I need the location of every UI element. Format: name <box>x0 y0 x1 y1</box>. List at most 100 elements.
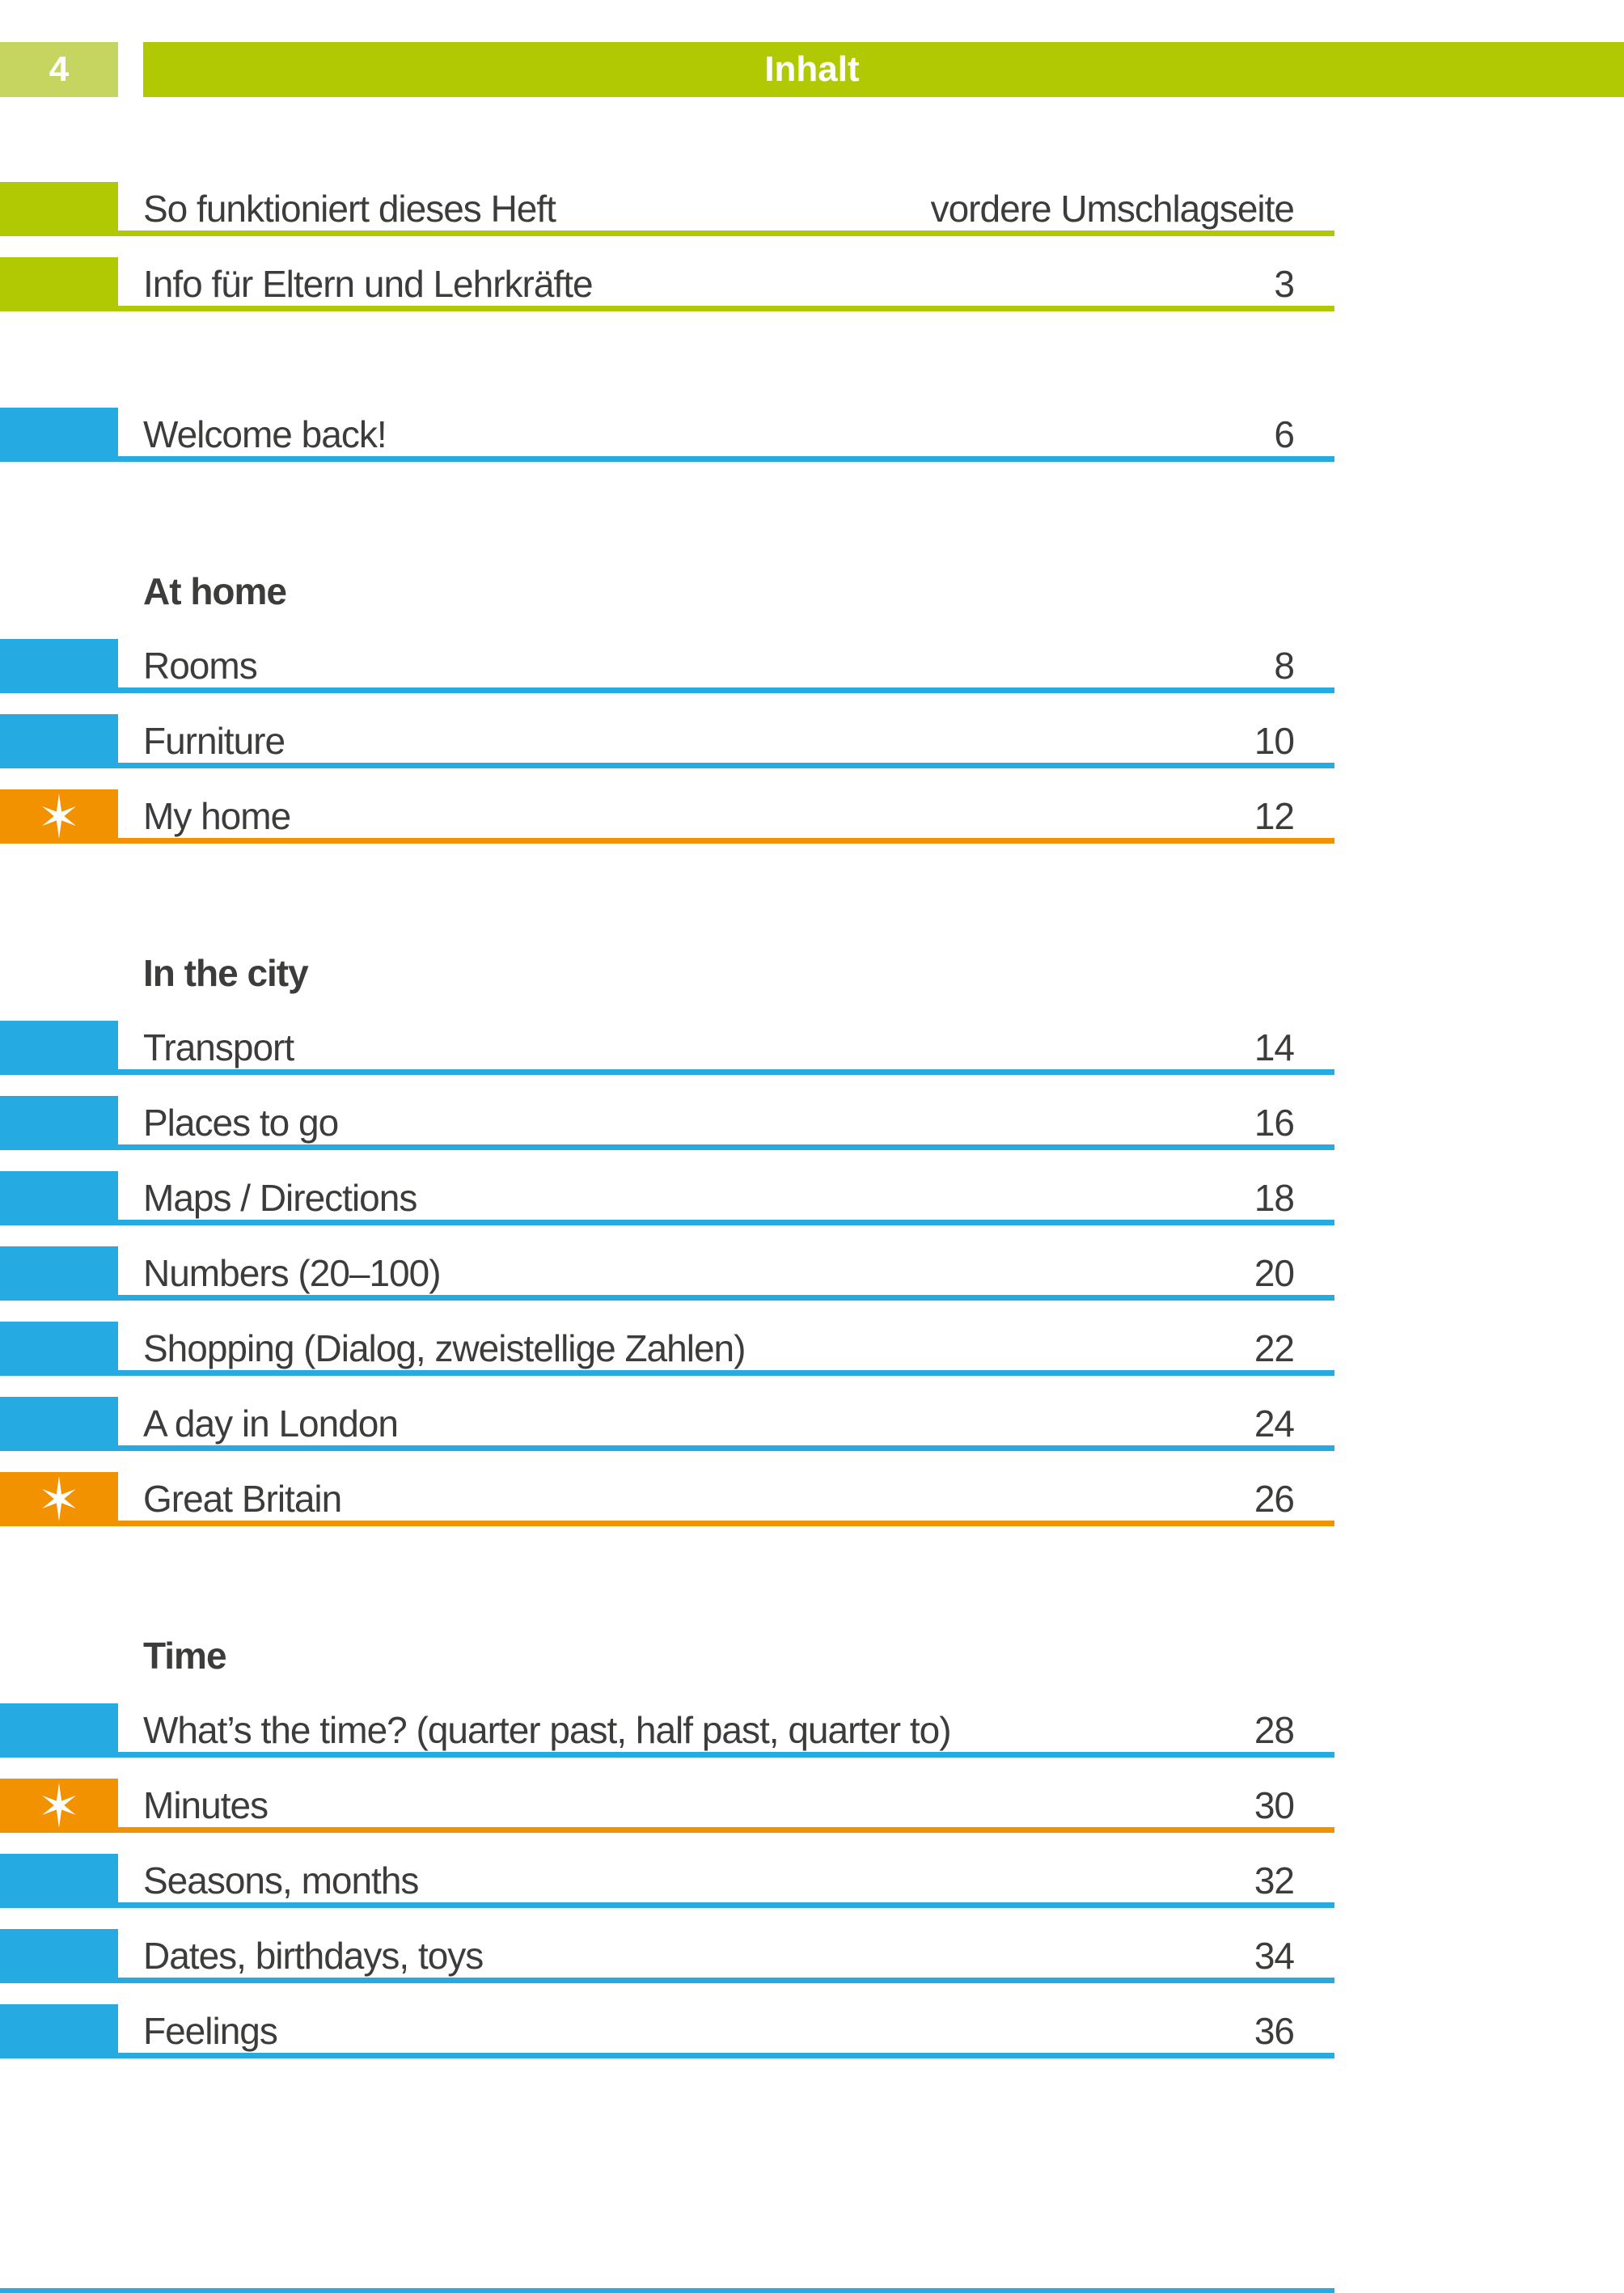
entry-rule <box>0 1069 1334 1075</box>
entry-label: Minutes <box>143 1784 269 1826</box>
entry-content: Numbers (20–100) 20 <box>143 1246 1295 1300</box>
entry-content: Shopping (Dialog, zweistellige Zahlen) 2… <box>143 1322 1295 1375</box>
toc-entry: My home 12 <box>0 789 1624 846</box>
star-icon <box>42 1476 76 1521</box>
entry-page-number: 18 <box>1254 1177 1295 1219</box>
entry-page-number: 32 <box>1254 1859 1295 1902</box>
entry-content: Maps / Directions 18 <box>143 1171 1295 1225</box>
entry-page-number: 6 <box>1274 413 1295 455</box>
entry-page-number: 26 <box>1254 1478 1295 1520</box>
entry-color-tab <box>0 639 118 692</box>
entry-page-number: 36 <box>1254 2010 1295 2052</box>
toc-entry: Rooms 8 <box>0 639 1624 696</box>
entry-page-number: vordere Umschlagseite <box>930 188 1295 230</box>
entry-page-number: 10 <box>1254 720 1295 762</box>
entry-content: Transport 14 <box>143 1021 1295 1074</box>
entry-color-tab <box>0 408 118 461</box>
entry-rule <box>0 1370 1334 1376</box>
entry-rule <box>0 1295 1334 1301</box>
entry-content: So funktioniert dieses Heft vordere Umsc… <box>143 182 1295 235</box>
entry-content: Great Britain 26 <box>143 1472 1295 1525</box>
entry-content: What’s the time? (quarter past, half pas… <box>143 1703 1295 1757</box>
entry-label: Feelings <box>143 2010 278 2052</box>
toc-entry: Minutes 30 <box>0 1779 1624 1835</box>
header-bar <box>143 42 1624 97</box>
entry-page-number: 24 <box>1254 1402 1295 1445</box>
entry-page-number: 22 <box>1254 1327 1295 1369</box>
entry-label: Rooms <box>143 645 258 687</box>
entry-label: Transport <box>143 1026 294 1068</box>
entry-color-tab <box>0 257 118 311</box>
entry-label: What’s the time? (quarter past, half pas… <box>143 1709 952 1751</box>
toc-entry: Maps / Directions 18 <box>0 1171 1624 1228</box>
entry-label: Shopping (Dialog, zweistellige Zahlen) <box>143 1327 746 1369</box>
entry-color-tab <box>0 1322 118 1375</box>
entry-rule <box>0 838 1334 844</box>
entry-content: Rooms 8 <box>143 639 1295 692</box>
entry-label: Seasons, months <box>143 1859 419 1902</box>
toc-entry: Welcome back! 6 <box>0 408 1624 464</box>
entry-page-number: 28 <box>1254 1709 1295 1751</box>
entry-color-tab <box>0 1397 118 1450</box>
toc-entry: What’s the time? (quarter past, half pas… <box>0 1703 1624 1760</box>
entry-content: Minutes 30 <box>143 1779 1295 1832</box>
entry-color-tab <box>0 1021 118 1074</box>
entry-page-number: 16 <box>1254 1102 1295 1144</box>
entry-color-tab <box>0 1929 118 1982</box>
section-heading: Time <box>143 1635 227 1677</box>
entry-rule <box>0 456 1334 462</box>
entry-page-number: 14 <box>1254 1026 1295 1068</box>
entry-content: Info für Eltern und Lehrkräfte 3 <box>143 257 1295 311</box>
entry-color-tab <box>0 714 118 768</box>
entry-content: Dates, birthdays, toys 34 <box>143 1929 1295 1982</box>
entry-color-tab <box>0 1246 118 1300</box>
entry-rule <box>0 763 1334 768</box>
entry-rule <box>0 1978 1334 1983</box>
entry-rule <box>0 306 1334 311</box>
page-title: Inhalt <box>764 49 860 89</box>
entry-content: Places to go 16 <box>143 1096 1295 1149</box>
entry-rule <box>0 1902 1334 1908</box>
entry-page-number: 3 <box>1274 263 1295 305</box>
entry-color-tab <box>0 1779 118 1832</box>
entry-content: Furniture 10 <box>143 714 1295 768</box>
entry-color-tab <box>0 1854 118 1907</box>
entry-content: Feelings 36 <box>143 2004 1295 2058</box>
toc-entry: Info für Eltern und Lehrkräfte 3 <box>0 257 1624 314</box>
entry-label: A day in London <box>143 1402 399 1445</box>
toc-entry: Places to go 16 <box>0 1096 1624 1153</box>
toc-entry: Seasons, months 32 <box>0 1854 1624 1910</box>
toc-entry: Furniture 10 <box>0 714 1624 771</box>
entry-content: A day in London 24 <box>143 1397 1295 1450</box>
entry-rule <box>0 1827 1334 1833</box>
entry-label: Info für Eltern und Lehrkräfte <box>143 263 594 305</box>
entry-rule <box>0 687 1334 693</box>
entry-label: So funktioniert dieses Heft <box>143 188 556 230</box>
entry-rule <box>0 1752 1334 1758</box>
toc-entry: Dates, birthdays, toys 34 <box>0 1929 1624 1986</box>
entry-page-number: 8 <box>1274 645 1295 687</box>
toc-entry: Shopping (Dialog, zweistellige Zahlen) 2… <box>0 1322 1624 1378</box>
toc-entry: Feelings 36 <box>0 2004 1624 2061</box>
entry-color-tab <box>0 1096 118 1149</box>
entry-color-tab <box>0 1171 118 1225</box>
entry-page-number: 30 <box>1254 1784 1295 1826</box>
toc-entry: Numbers (20–100) 20 <box>0 1246 1624 1303</box>
toc-entry: A day in London 24 <box>0 1397 1624 1453</box>
entry-label: My home <box>143 795 291 837</box>
entry-color-tab <box>0 1703 118 1757</box>
entry-page-number: 34 <box>1254 1935 1295 1977</box>
entry-label: Maps / Directions <box>143 1177 417 1219</box>
entry-rule <box>0 1521 1334 1526</box>
entry-color-tab <box>0 789 118 843</box>
entry-label: Great Britain <box>143 1478 342 1520</box>
entry-label: Welcome back! <box>143 413 387 455</box>
section-heading: At home <box>143 570 287 612</box>
entry-color-tab <box>0 182 118 235</box>
toc-entry: Great Britain 26 <box>0 1472 1624 1529</box>
entry-rule <box>0 1445 1334 1451</box>
entry-color-tab <box>0 2004 118 2058</box>
entry-content: My home 12 <box>143 789 1295 843</box>
